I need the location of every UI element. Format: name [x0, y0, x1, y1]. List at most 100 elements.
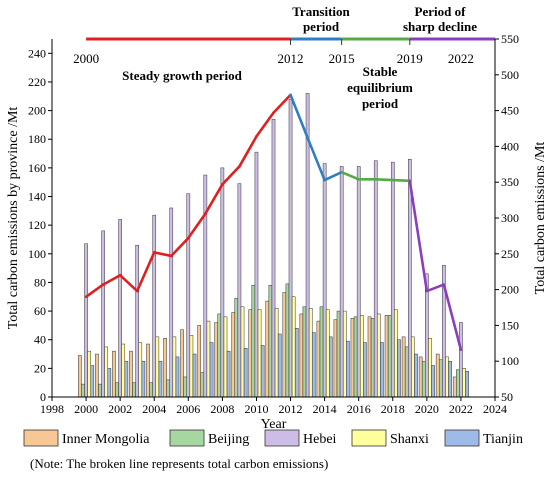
bar-shanxi-2009	[240, 306, 245, 398]
y-right-tick-label-500: 500	[501, 68, 519, 82]
bar-inner-mongolia-2007	[197, 325, 201, 398]
y-right-tick-label-300: 300	[501, 211, 519, 225]
x-tick-label-1998: 1998	[40, 402, 64, 416]
bar-inner-mongolia-2005	[163, 338, 167, 398]
bar-inner-mongolia-2020	[418, 356, 423, 398]
y-right-tick-label-100: 100	[501, 354, 519, 368]
bar-shanxi-2022	[462, 368, 466, 398]
bar-beijing-2003	[132, 382, 136, 398]
bar-beijing-2015	[336, 310, 341, 398]
bar-shanxi-2002	[121, 343, 126, 398]
bar-beijing-2002	[115, 382, 119, 398]
bar-beijing-2018	[387, 315, 392, 398]
bar-tianjin-2015	[346, 340, 350, 398]
bar-inner-mongolia-2013	[299, 313, 304, 398]
bar-beijing-2004	[149, 382, 153, 398]
y-left-tick-label-20: 20	[34, 361, 46, 375]
bar-inner-mongolia-2012	[282, 292, 287, 398]
legend-label-shanxi: Shanxi	[390, 432, 429, 447]
bar-tianjin-2002	[124, 360, 129, 398]
y-left-tick-label-80: 80	[34, 275, 46, 289]
bar-hebei-2006	[186, 193, 191, 398]
bar-shanxi-2011	[274, 307, 279, 398]
x-tick-label-2018: 2018	[381, 402, 405, 416]
bar-beijing-2021	[438, 359, 443, 398]
legend-label-tianjin: Tianjin	[483, 432, 523, 447]
x-tick-label-2012: 2012	[279, 402, 303, 416]
bar-shanxi-2021	[445, 356, 449, 398]
total-emissions-line-segment-2011	[272, 93, 292, 115]
total-emissions-line-segment-2000	[84, 283, 105, 299]
bar-inner-mongolia-2002	[112, 350, 116, 398]
bar-shanxi-2012	[291, 296, 296, 398]
y-right-tick-label-550: 550	[501, 32, 519, 46]
bar-shanxi-2004	[155, 336, 160, 398]
y-left-tick-label-220: 220	[28, 75, 46, 89]
bar-tianjin-2003	[141, 360, 146, 398]
bar-beijing-2011	[268, 285, 273, 398]
bar-inner-mongolia-2000	[78, 355, 82, 398]
bar-hebei-2017	[373, 160, 378, 398]
bar-inner-mongolia-2018	[384, 315, 389, 398]
period-year-label-2019: 2019	[397, 51, 423, 66]
bar-shanxi-2014	[325, 309, 330, 398]
total-emissions-line-segment-2021	[442, 283, 463, 352]
bar-tianjin-2009	[243, 348, 248, 398]
bar-hebei-2018	[390, 161, 395, 398]
bar-inner-mongolia-2010	[248, 309, 253, 398]
total-emissions-line-segment-2004	[152, 251, 173, 258]
x-tick-label-2010: 2010	[244, 402, 268, 416]
x-tick-label-2016: 2016	[347, 402, 371, 416]
steady-growth-label: Steady growth period	[122, 68, 242, 83]
bar-beijing-2019	[404, 346, 409, 398]
bar-hebei-2001	[101, 230, 105, 398]
total-emissions-line-segment-2010	[255, 111, 275, 138]
legend-label-beijing: Beijing	[208, 432, 249, 447]
total-emissions-line-segment-2020	[425, 283, 446, 293]
bar-hebei-2016	[356, 166, 361, 398]
y-right-tick-label-350: 350	[501, 175, 519, 189]
bar-hebei-2012	[288, 98, 293, 398]
bar-shanxi-2015	[342, 310, 347, 398]
x-tick-label-2014: 2014	[313, 402, 337, 416]
bar-beijing-2000	[81, 383, 85, 398]
bar-tianjin-2011	[277, 333, 282, 398]
x-tick-label-2024: 2024	[483, 402, 507, 416]
bar-hebei-2022	[459, 322, 463, 398]
bar-inner-mongolia-2016	[350, 317, 355, 398]
stable-label-line1: Stable	[363, 64, 398, 79]
bar-beijing-2006	[183, 376, 188, 398]
bar-shanxi-2018	[394, 309, 398, 398]
bar-tianjin-2005	[175, 356, 180, 398]
y-left-tick-label-240: 240	[28, 46, 46, 60]
bar-inner-mongolia-2019	[401, 336, 406, 398]
bar-inner-mongolia-2021	[435, 353, 440, 398]
bar-tianjin-2007	[209, 342, 214, 398]
x-tick-label-2000: 2000	[74, 402, 98, 416]
y-right-tick-label-400: 400	[501, 139, 519, 153]
bar-inner-mongolia-2014	[316, 320, 321, 398]
total-emissions-line-segment-2003	[135, 251, 156, 293]
total-emissions-line-segment-2006	[187, 212, 207, 240]
chart-note: (Note: The broken line represents total …	[30, 456, 329, 471]
bar-beijing-2017	[370, 317, 375, 398]
y-axis-left-title: Total carbon emissions by province /Mt	[6, 107, 21, 330]
bar-beijing-2007	[200, 372, 205, 398]
bar-inner-mongolia-2009	[231, 312, 236, 398]
total-emissions-line-segment-2015	[340, 170, 360, 181]
bar-hebei-2014	[322, 163, 327, 398]
bar-hebei-2002	[118, 219, 122, 398]
bar-shanxi-2019	[411, 336, 415, 398]
y-left-tick-label-0: 0	[40, 390, 46, 404]
bar-tianjin-2001	[107, 368, 112, 398]
x-tick-label-2020: 2020	[415, 402, 439, 416]
y-left-tick-label-40: 40	[34, 333, 46, 347]
bar-inner-mongolia-2003	[129, 350, 133, 398]
period-year-label-2022: 2022	[448, 51, 474, 66]
bar-inner-mongolia-2006	[180, 329, 184, 398]
legend-swatch-inner-mongolia	[23, 429, 59, 447]
bar-hebei-2009	[237, 183, 242, 398]
total-emissions-line-segment-2002	[118, 273, 139, 293]
